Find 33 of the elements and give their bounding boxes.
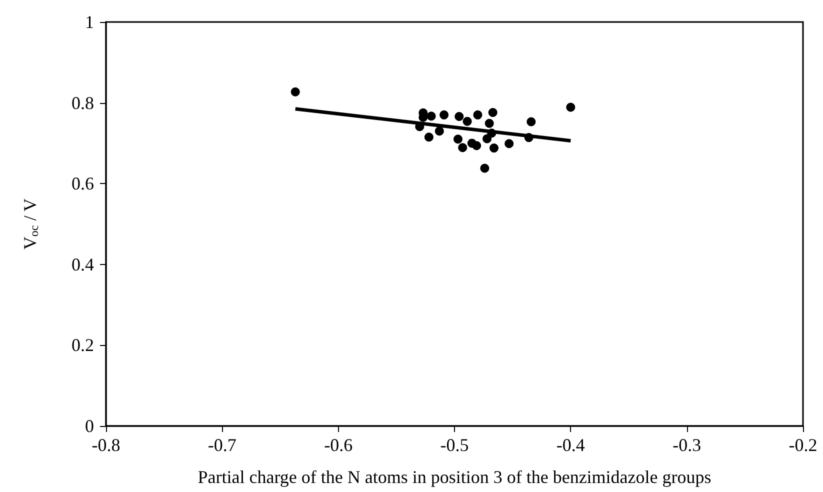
x-axis-title: Partial charge of the N atoms in position 3 of the benzimidazole groups [198, 467, 712, 487]
x-tick-label: -0.4 [556, 435, 585, 455]
point [290, 87, 300, 96]
y-tick-label: 1 [85, 12, 94, 32]
y-tick-label: 0.6 [72, 174, 94, 194]
point [566, 102, 576, 112]
x-tick-label: -0.7 [208, 435, 236, 455]
point [453, 134, 462, 144]
x-tick-label: -0.5 [440, 435, 469, 455]
point [440, 110, 449, 120]
point [526, 117, 536, 126]
point [434, 126, 444, 136]
point [480, 164, 490, 173]
point [484, 118, 494, 128]
point [472, 141, 482, 150]
y-tick-label: 0 [85, 416, 94, 436]
point [473, 110, 482, 120]
x-tick-label: -0.3 [672, 435, 702, 455]
point [454, 112, 464, 122]
point [426, 112, 436, 121]
point [458, 143, 468, 152]
x-tick-label: -0.8 [92, 435, 120, 455]
y-tick-label: 0.4 [72, 254, 94, 274]
x-tick-label: -0.2 [788, 435, 818, 455]
point [462, 116, 472, 126]
point [490, 144, 498, 153]
point [504, 139, 514, 148]
y-tick-label: 0.8 [72, 92, 94, 113]
y-axis-title: Voc / V [20, 198, 41, 250]
x-tick-label: -0.6 [324, 435, 353, 455]
point [488, 108, 498, 117]
point [424, 132, 434, 142]
y-tick-label: 0.2 [72, 335, 94, 356]
